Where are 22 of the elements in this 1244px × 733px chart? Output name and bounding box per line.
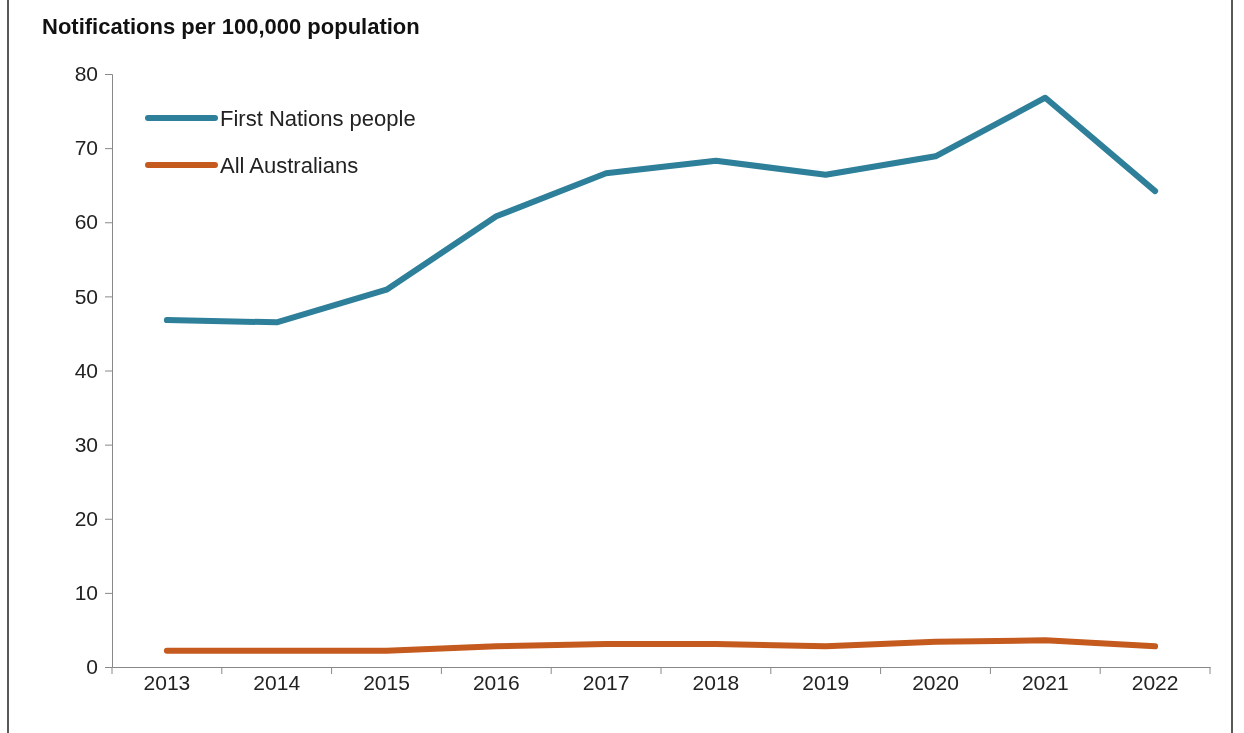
legend-label: First Nations people bbox=[220, 106, 416, 131]
x-tick-label: 2016 bbox=[472, 671, 520, 694]
x-tick-label: 2018 bbox=[692, 671, 740, 694]
legend-label: All Australians bbox=[220, 153, 359, 178]
chart-title: Notifications per 100,000 population bbox=[42, 14, 420, 39]
y-tick-label: 20 bbox=[74, 506, 98, 530]
x-tick-label: 2015 bbox=[363, 671, 410, 694]
x-tick-label: 2019 bbox=[802, 671, 850, 694]
y-tick-label: 70 bbox=[74, 136, 98, 160]
y-tick-label: 60 bbox=[74, 210, 98, 234]
y-tick-label: 50 bbox=[74, 284, 98, 308]
x-tick-label: 2017 bbox=[582, 671, 630, 694]
x-tick-label: 2013 bbox=[143, 671, 191, 694]
y-tick-label: 10 bbox=[74, 581, 98, 605]
x-tick-label: 2020 bbox=[912, 671, 959, 694]
y-tick-label: 0 bbox=[86, 655, 98, 679]
x-tick-label: 2022 bbox=[1131, 671, 1179, 694]
y-tick-label: 80 bbox=[74, 62, 98, 86]
x-tick-label: 2014 bbox=[253, 671, 301, 694]
y-tick-label: 30 bbox=[74, 432, 98, 456]
x-tick-label: 2021 bbox=[1021, 671, 1069, 694]
y-tick-label: 40 bbox=[74, 358, 98, 382]
